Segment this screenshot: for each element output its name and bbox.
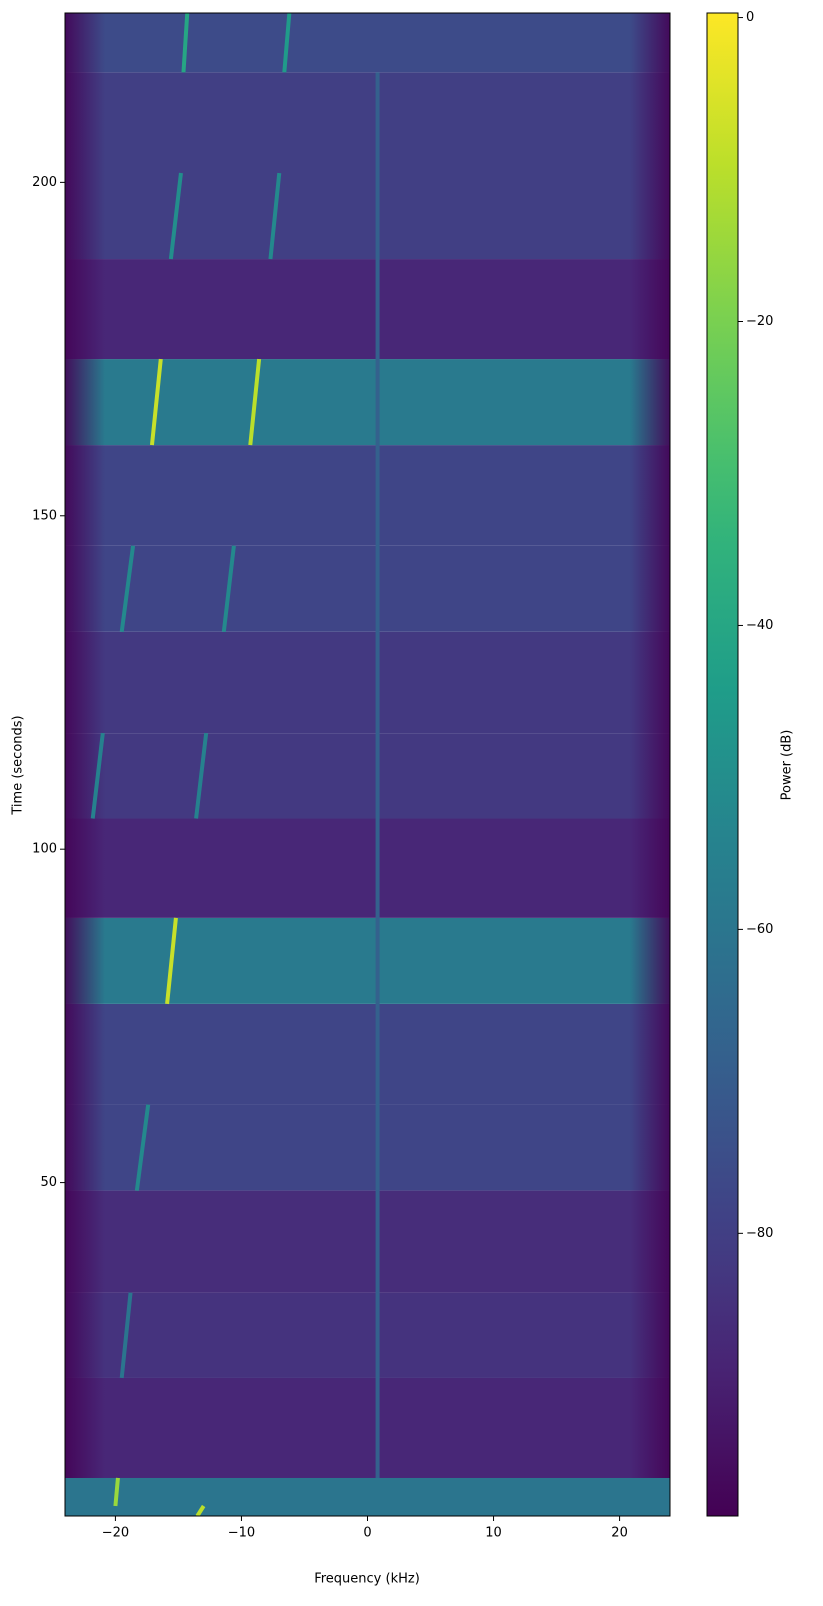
colorbar-tick-label: 0: [746, 10, 754, 25]
tone-line: [181, 13, 190, 73]
power-band: [65, 733, 670, 819]
edge-rolloff: [630, 13, 670, 1478]
x-tick-label: −10: [228, 1526, 255, 1541]
tone-line: [194, 732, 209, 819]
power-band: [65, 445, 670, 546]
edge-rolloff: [65, 13, 105, 1478]
power-band: [65, 1003, 670, 1105]
colorbar-tick-label: −40: [746, 618, 773, 633]
tone-line: [113, 1477, 120, 1507]
colorbar-tick-label: −60: [746, 922, 773, 937]
power-band: [65, 917, 670, 1004]
tone-line: [149, 358, 163, 446]
y-tick-label: 50: [40, 1175, 57, 1190]
colorbar-tick-label: −80: [746, 1226, 773, 1241]
x-tick-label: −20: [102, 1526, 129, 1541]
x-tick-label: 0: [363, 1526, 371, 1541]
colorbar-tick-label: −20: [746, 314, 773, 329]
power-band: [65, 1377, 670, 1478]
y-axis-label: Time (seconds): [11, 715, 26, 815]
tone-line: [165, 917, 178, 1005]
x-tick-label: 10: [485, 1526, 502, 1541]
y-tick-label: 100: [32, 842, 57, 857]
tone-line: [195, 1504, 206, 1516]
plot-area: [65, 13, 670, 1516]
power-band: [65, 1190, 670, 1293]
tone-line: [221, 545, 236, 633]
colorbar: [706, 12, 739, 1517]
power-band: [65, 359, 670, 446]
x-axis-label: Frequency (kHz): [314, 1572, 420, 1587]
tone-line: [168, 172, 183, 260]
power-band: [65, 13, 670, 73]
tone-line: [134, 1104, 151, 1191]
x-tick-label: 20: [611, 1526, 628, 1541]
power-band: [65, 1292, 670, 1378]
power-band: [65, 818, 670, 918]
y-tick-label: 200: [32, 175, 57, 190]
power-band: [65, 1104, 670, 1191]
tone-line: [119, 545, 136, 633]
tone-line: [90, 732, 105, 819]
colorbar-label: Power (dB): [780, 730, 795, 801]
power-band: [65, 545, 670, 632]
tone-line: [268, 172, 282, 260]
power-band: [65, 631, 670, 734]
power-band: [65, 1477, 670, 1516]
tone-line: [282, 13, 292, 73]
y-tick-label: 150: [32, 508, 57, 523]
tone-line: [119, 1292, 133, 1379]
tone-line: [248, 358, 262, 446]
power-band: [65, 72, 670, 260]
power-band: [65, 259, 670, 360]
